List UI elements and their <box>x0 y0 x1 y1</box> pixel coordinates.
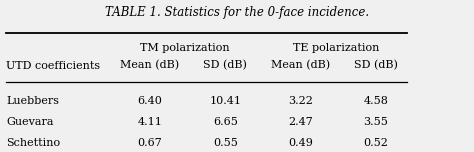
Text: TABLE 1. Statistics for the 0-face incidence.: TABLE 1. Statistics for the 0-face incid… <box>105 6 369 19</box>
Text: 4.58: 4.58 <box>364 96 389 106</box>
Text: 6.40: 6.40 <box>137 96 162 106</box>
Text: Mean (dB): Mean (dB) <box>120 60 179 71</box>
Text: Mean (dB): Mean (dB) <box>271 60 330 71</box>
Text: UTD coefficients: UTD coefficients <box>6 60 100 71</box>
Text: 10.41: 10.41 <box>209 96 241 106</box>
Text: 4.11: 4.11 <box>137 117 162 127</box>
Text: SD (dB): SD (dB) <box>354 60 398 71</box>
Text: 0.52: 0.52 <box>364 138 389 148</box>
Text: 3.22: 3.22 <box>288 96 313 106</box>
Text: 0.67: 0.67 <box>137 138 162 148</box>
Text: 0.49: 0.49 <box>288 138 313 148</box>
Text: Guevara: Guevara <box>6 117 54 127</box>
Text: Schettino: Schettino <box>6 138 60 148</box>
Text: Luebbers: Luebbers <box>6 96 59 106</box>
Text: 3.55: 3.55 <box>364 117 389 127</box>
Text: 0.55: 0.55 <box>213 138 237 148</box>
Text: TE polarization: TE polarization <box>293 43 379 53</box>
Text: 2.47: 2.47 <box>288 117 313 127</box>
Text: SD (dB): SD (dB) <box>203 60 247 71</box>
Text: TM polarization: TM polarization <box>140 43 230 53</box>
Text: 6.65: 6.65 <box>213 117 237 127</box>
